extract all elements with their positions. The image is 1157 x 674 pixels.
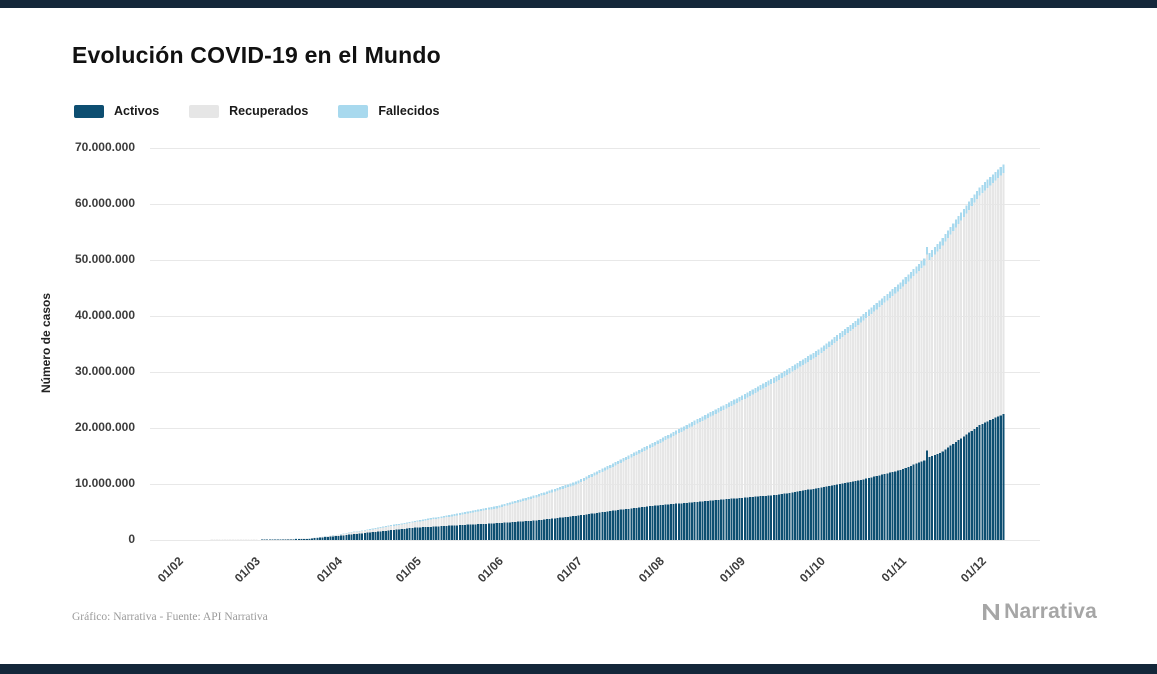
gridline (150, 372, 1040, 373)
x-tick-label: 01/10 (796, 554, 828, 586)
chart-title: Evolución COVID-19 en el Mundo (72, 42, 441, 68)
legend-item-recuperados: Recuperados (189, 104, 308, 118)
bottom-border-bar (0, 664, 1157, 674)
gridline (150, 260, 1040, 261)
narrativa-logo: Narrativa (979, 600, 1097, 624)
legend-item-activos: Activos (74, 104, 159, 118)
x-tick-label: 01/09 (717, 554, 749, 586)
source-credit: Gráfico: Narrativa - Fuente: API Narrati… (72, 611, 268, 623)
narrativa-logo-icon (979, 600, 1003, 624)
y-tick-label: 50.000.000 (74, 252, 135, 266)
y-tick-label: 10.000.000 (74, 476, 135, 490)
gridline (150, 316, 1040, 317)
x-tick-label: 01/05 (392, 554, 424, 586)
gridline (150, 540, 1040, 541)
y-tick-label: 30.000.000 (74, 364, 135, 378)
x-tick-label: 01/04 (313, 554, 345, 586)
legend-item-fallecidos: Fallecidos (338, 104, 440, 118)
legend-swatch-activos (74, 104, 104, 118)
legend-label-recuperados: Recuperados (229, 104, 309, 118)
gridline (150, 428, 1040, 429)
x-tick-label: 01/08 (635, 554, 667, 586)
y-tick-label: 0 (128, 532, 135, 546)
y-tick-label: 20.000.000 (74, 420, 135, 434)
legend-label-activos: Activos (114, 104, 160, 118)
y-tick-label: 70.000.000 (74, 140, 135, 154)
legend-swatch-fallecidos (338, 104, 369, 118)
gridline (150, 148, 1040, 149)
y-axis-title: Número de casos (39, 292, 53, 394)
gridline (150, 204, 1040, 205)
legend-label-fallecidos: Fallecidos (378, 104, 440, 118)
x-tick-label: 01/07 (553, 554, 585, 586)
stacked-bars-canvas (173, 164, 1005, 541)
y-tick-label: 40.000.000 (74, 308, 135, 322)
x-tick-label: 01/11 (878, 554, 910, 585)
x-tick-label: 01/06 (474, 554, 506, 586)
x-tick-label: 01/03 (231, 554, 263, 586)
x-tick-label: 01/02 (155, 554, 187, 586)
x-tick-label: 01/12 (957, 554, 989, 586)
y-tick-label: 60.000.000 (74, 196, 135, 210)
legend-swatch-recuperados (189, 104, 220, 118)
top-border-bar (0, 0, 1157, 8)
legend: Activos Recuperados Fallecidos (74, 104, 440, 118)
narrativa-logo-text: Narrativa (1004, 600, 1097, 623)
